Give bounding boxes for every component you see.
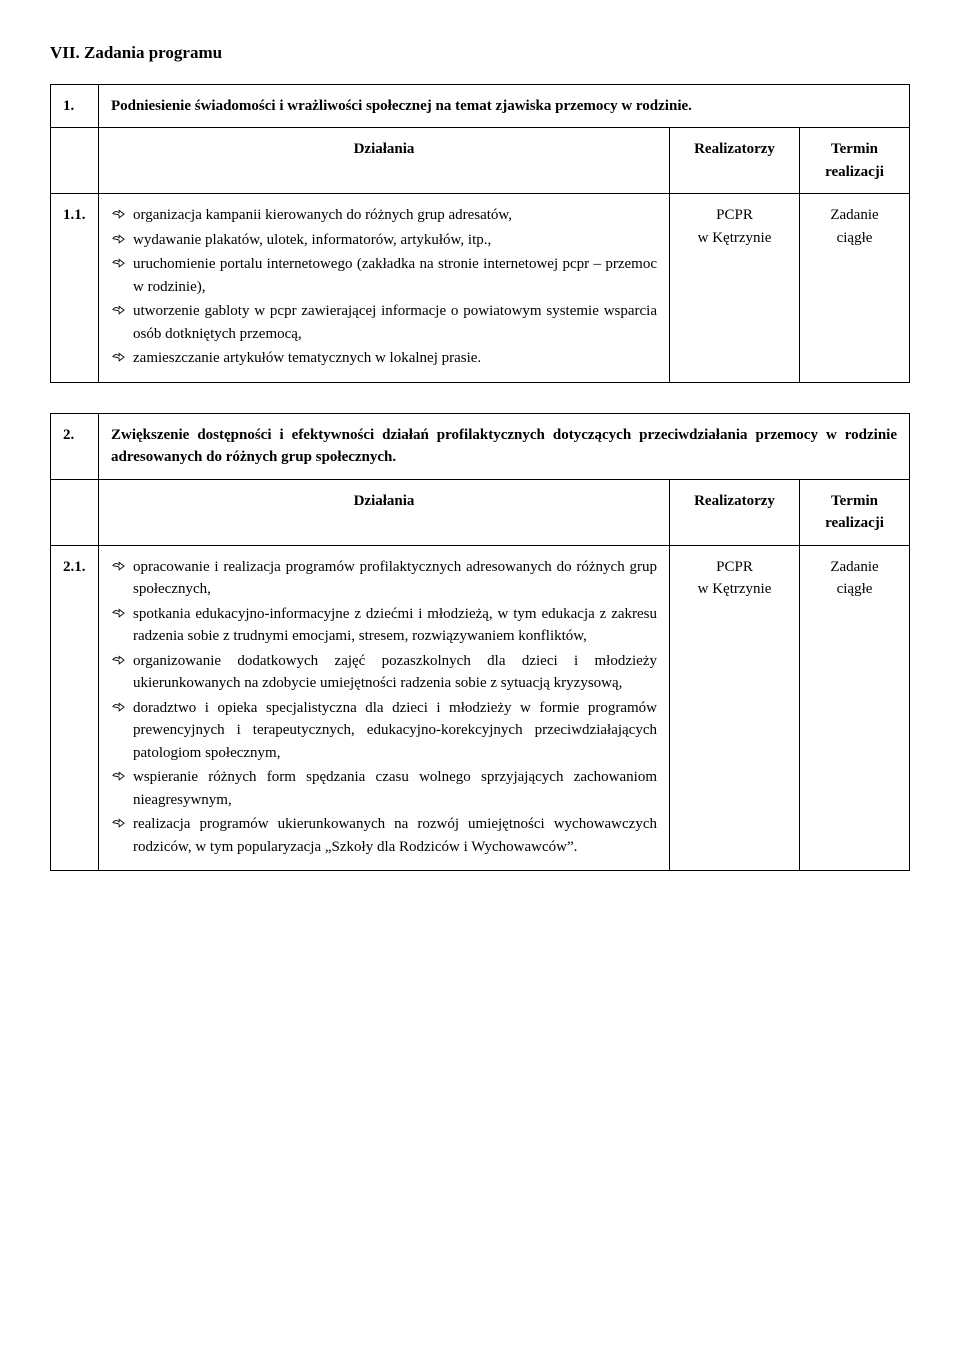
header-actions: Działania (99, 128, 670, 194)
section-title: VII. Zadania programu (50, 40, 910, 66)
header-deadline: Termin realizacji (800, 128, 910, 194)
list-item: realizacja programów ukierunkowanych na … (111, 813, 657, 858)
list-item-text: wydawanie plakatów, ulotek, informatorów… (133, 232, 491, 248)
goal-text: Podniesienie świadomości i wrażliwości s… (99, 84, 910, 128)
actions-cell: organizacja kampanii kierowanych do różn… (99, 194, 670, 383)
list-item: utworzenie gabloty w pcpr zawierającej i… (111, 300, 657, 345)
bullet-arrow-icon (111, 349, 126, 364)
list-item: zamieszczanie artykułów tematycznych w l… (111, 347, 657, 370)
goal-text: Zwiększenie dostępności i efektywności d… (99, 413, 910, 479)
list-item-text: wspieranie różnych form spędzania czasu … (133, 769, 657, 808)
goal-number: 2. (51, 413, 99, 479)
column-header-row: Działania Realizatorzy Termin realizacji (51, 128, 910, 194)
goal-row: 1. Podniesienie świadomości i wrażliwośc… (51, 84, 910, 128)
list-item-text: realizacja programów ukierunkowanych na … (133, 816, 657, 855)
list-item: wydawanie plakatów, ulotek, informatorów… (111, 229, 657, 252)
list-item-text: utworzenie gabloty w pcpr zawierającej i… (133, 303, 657, 342)
bullet-arrow-icon (111, 605, 126, 620)
bullet-arrow-icon (111, 699, 126, 714)
deadline-cell: Zadanieciągłe (800, 194, 910, 383)
goal-number: 1. (51, 84, 99, 128)
list-item-text: organizacja kampanii kierowanych do różn… (133, 207, 512, 223)
bullet-arrow-icon (111, 768, 126, 783)
header-implementers: Realizatorzy (670, 128, 800, 194)
bullet-arrow-icon (111, 231, 126, 246)
table-row: 1.1. organizacja kampanii kierowanych do… (51, 194, 910, 383)
bullet-arrow-icon (111, 815, 126, 830)
actions-cell: opracowanie i realizacja programów profi… (99, 545, 670, 871)
list-item-text: uruchomienie portalu internetowego (zakł… (133, 256, 657, 295)
list-item: doradztwo i opieka specjalistyczna dla d… (111, 697, 657, 765)
implementer-cell: PCPRw Kętrzynie (670, 194, 800, 383)
bullet-arrow-icon (111, 255, 126, 270)
bullet-arrow-icon (111, 206, 126, 221)
header-actions: Działania (99, 479, 670, 545)
table-row: 2.1. opracowanie i realizacja programów … (51, 545, 910, 871)
column-header-row: Działania Realizatorzy Termin realizacji (51, 479, 910, 545)
list-item: organizacja kampanii kierowanych do różn… (111, 204, 657, 227)
header-empty (51, 128, 99, 194)
list-item-text: opracowanie i realizacja programów profi… (133, 559, 657, 598)
list-item-text: organizowanie dodatkowych zajęć pozaszko… (133, 653, 657, 692)
program-table-1: 1. Podniesienie świadomości i wrażliwośc… (50, 84, 910, 383)
list-item: uruchomienie portalu internetowego (zakł… (111, 253, 657, 298)
deadline-cell: Zadanieciągłe (800, 545, 910, 871)
actions-list: opracowanie i realizacja programów profi… (111, 556, 657, 859)
goal-row: 2. Zwiększenie dostępności i efektywnośc… (51, 413, 910, 479)
list-item: opracowanie i realizacja programów profi… (111, 556, 657, 601)
actions-list: organizacja kampanii kierowanych do różn… (111, 204, 657, 370)
header-deadline: Termin realizacji (800, 479, 910, 545)
row-number: 1.1. (51, 194, 99, 383)
list-item: organizowanie dodatkowych zajęć pozaszko… (111, 650, 657, 695)
list-item-text: doradztwo i opieka specjalistyczna dla d… (133, 700, 657, 761)
row-number: 2.1. (51, 545, 99, 871)
list-item-text: zamieszczanie artykułów tematycznych w l… (133, 350, 481, 366)
list-item: wspieranie różnych form spędzania czasu … (111, 766, 657, 811)
header-empty (51, 479, 99, 545)
list-item-text: spotkania edukacyjno-informacyjne z dzie… (133, 606, 657, 645)
bullet-arrow-icon (111, 302, 126, 317)
bullet-arrow-icon (111, 652, 126, 667)
bullet-arrow-icon (111, 558, 126, 573)
header-implementers: Realizatorzy (670, 479, 800, 545)
program-table-2: 2. Zwiększenie dostępności i efektywnośc… (50, 413, 910, 872)
list-item: spotkania edukacyjno-informacyjne z dzie… (111, 603, 657, 648)
implementer-cell: PCPRw Kętrzynie (670, 545, 800, 871)
